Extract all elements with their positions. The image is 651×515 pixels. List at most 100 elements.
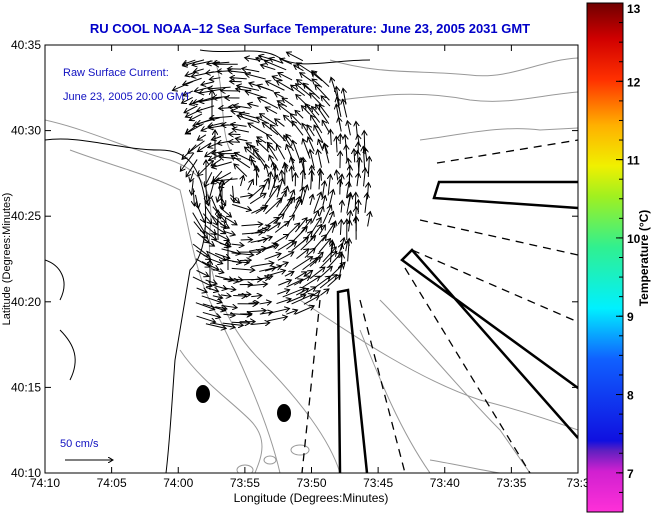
current-vector [206,195,209,206]
current-vector [195,302,215,310]
current-vector [188,140,205,154]
current-vector [258,98,279,109]
current-vector [245,74,266,80]
colorbar-tick-label: 13 [627,2,641,16]
current-vector [311,211,318,224]
current-vector [204,230,217,240]
current-vector [267,317,287,322]
current-vector [320,251,336,269]
current-vector [278,280,291,286]
current-vector [286,279,303,288]
colorbar-tick-label: 12 [627,75,641,89]
current-vector [223,231,236,235]
current-vector [196,315,215,322]
current-vector [240,195,253,197]
current-vector [264,253,281,260]
current-vector [211,136,222,139]
current-vector [295,289,308,296]
x-tick-label: 73:50 [296,476,326,490]
current-vector [231,253,254,255]
current-vector [255,207,266,214]
current-vector [301,106,311,115]
current-vector [268,175,277,198]
current-vector [303,83,320,100]
current-vector [296,249,308,259]
current-vector [341,200,342,213]
station-marker [196,385,210,403]
colorbar-tick-label: 11 [627,154,640,168]
current-vector [286,144,295,164]
current-vector [324,143,330,164]
colorbar-tick-label: 8 [627,389,634,403]
current-vector [219,157,242,159]
solid-beam [432,180,578,210]
current-vector [196,249,210,259]
current-vector [328,211,334,224]
solid-beam [400,248,578,439]
current-vector [240,176,243,187]
current-vector [303,157,305,180]
current-vector [172,81,194,90]
current-vector [206,250,225,260]
current-vector [223,279,238,281]
current-vector [286,310,297,315]
current-vector [205,205,217,225]
current-vector [260,276,272,279]
current-vector [219,243,231,247]
current-vector [339,117,342,132]
current-vector [270,125,287,142]
current-vector [291,166,292,182]
current-vector [209,178,216,200]
current-vector [257,237,273,243]
x-axis: 74:10 74:05 74:00 73:55 73:50 73:45 73:40 73:35… [30,45,590,490]
current-vector [246,143,259,151]
current-vector [223,314,235,315]
current-vector [256,141,270,153]
current-vector [357,173,359,187]
current-vector [205,323,226,329]
current-vector [202,213,211,224]
current-vector [231,322,250,323]
current-vector [340,174,342,187]
current-vector [311,170,312,190]
current-vector [197,134,207,140]
current-vector [323,196,325,206]
y-tick-label: 40:25 [11,209,41,223]
current-vector [290,114,302,126]
inset-label: Raw Surface Current: [63,67,169,79]
current-vector [259,267,276,272]
current-vector [286,52,304,62]
current-vector [327,275,341,287]
current-vector [193,188,194,205]
current-vector [307,125,315,137]
current-vector [321,96,331,107]
current-vector [291,85,306,97]
current-vector [232,129,249,132]
current-vector [365,148,367,162]
current-vector [318,150,322,168]
current-vector [302,170,303,190]
dashed-beam [301,299,321,473]
current-vector [322,205,331,224]
current-vector [199,97,222,102]
y-axis: 40:35 40:30 40:25 40:20 40:15 40:10 [11,38,578,480]
colorbar [586,2,624,513]
current-vector [313,192,321,213]
current-vector [192,180,194,195]
radar-lines [301,139,578,473]
current-vector [303,270,312,277]
current-vector [322,181,324,198]
current-vector [319,206,323,217]
current-vector [221,306,238,308]
current-vector [272,76,283,82]
current-vector [278,105,293,116]
current-vector [251,263,274,267]
current-vector [277,101,288,108]
current-vector [330,130,331,146]
current-vector [196,117,220,124]
current-vector [310,224,322,240]
current-vector [261,65,276,71]
current-vector [293,276,310,286]
current-vector [219,195,226,205]
